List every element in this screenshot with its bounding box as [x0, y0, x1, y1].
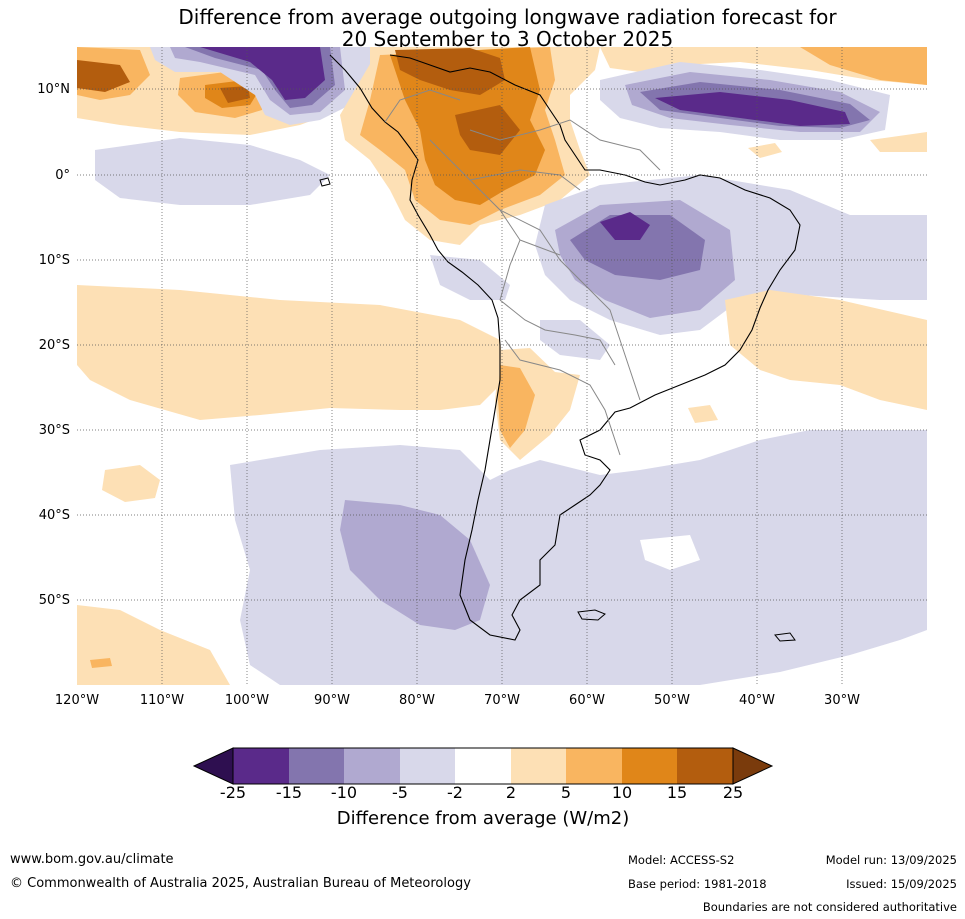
- anomaly-region-argentina-positive-2: [498, 365, 535, 448]
- lon-label-90w: 90°W: [314, 693, 350, 708]
- colorbar-title: Difference from average (W/m2): [336, 808, 630, 829]
- anomaly-region-nw-positive-2-peak: [220, 86, 250, 103]
- model-run-date: Model run: 13/09/2025: [825, 853, 957, 867]
- colorbar-swatch: [233, 748, 289, 784]
- colorbar-over-arrow: [732, 747, 774, 785]
- colorbar-swatch: [344, 748, 400, 784]
- disclaimer-text: Boundaries are not considered authoritat…: [702, 900, 957, 914]
- anomaly-region-atlantic-itcz-negative-4: [655, 92, 850, 126]
- lon-label-60w: 60°W: [569, 693, 605, 708]
- anomaly-region-andes-negative-2: [540, 320, 610, 360]
- anomaly-region-east-pacific-positive-blob: [102, 465, 160, 502]
- colorbar-tick: 25: [722, 783, 744, 802]
- lon-label-80w: 80°W: [399, 693, 435, 708]
- colorbar-tick: 10: [611, 783, 633, 802]
- anomaly-region-patagonia-negative-2: [340, 500, 490, 630]
- anomaly-region-eq-pacific-negative: [95, 138, 330, 205]
- lon-label-40w: 40°W: [739, 693, 775, 708]
- anomaly-region-sw-positive-spot: [90, 658, 112, 668]
- colorbar-swatch: [455, 748, 511, 784]
- lon-label-30w: 30°W: [824, 693, 860, 708]
- anomaly-region-brazil-negative-3: [570, 215, 705, 280]
- model-name: Model: ACCESS-S2: [628, 853, 735, 867]
- colorbar-tick: 2: [505, 783, 517, 802]
- lat-label-20s: 20°S: [38, 338, 70, 353]
- anomaly-region-atlantic-positive-spot-2: [870, 132, 927, 152]
- issued-date: Issued: 15/09/2025: [846, 877, 957, 891]
- anomaly-region-southern-gap: [640, 535, 700, 570]
- map-title-line2: 20 September to 3 October 2025: [341, 27, 674, 51]
- colorbar-swatch: [289, 748, 344, 784]
- anomaly-region-carib-negative-4: [200, 47, 325, 100]
- base-period: Base period: 1981-2018: [628, 877, 767, 891]
- anomaly-region-northern-sa-positive-5: [455, 105, 520, 155]
- colorbar-swatch: [566, 748, 622, 784]
- lat-label-40s: 40°S: [38, 508, 70, 523]
- lon-label-70w: 70°W: [484, 693, 520, 708]
- colorbar-under-arrow: [192, 747, 234, 785]
- colorbar-tick: -10: [330, 783, 358, 802]
- anomaly-region-sw-positive: [77, 605, 230, 685]
- colorbar-swatch: [677, 748, 733, 784]
- south-georgia: [774, 632, 796, 642]
- lat-label-10n: 10°N: [37, 82, 70, 97]
- website-link[interactable]: www.bom.gov.au/climate: [10, 852, 174, 867]
- copyright-text: © Commonwealth of Australia 2025, Austra…: [10, 876, 471, 891]
- colorbar-swatch: [511, 748, 566, 784]
- colorbar-swatch: [622, 748, 677, 784]
- gridlines: [77, 47, 927, 685]
- anomaly-region-southern-ocean-negative: [230, 430, 927, 685]
- anomaly-region-se-pacific-positive: [77, 285, 505, 420]
- colorbar-tick: -2: [447, 783, 463, 802]
- colorbar: [192, 747, 774, 785]
- galapagos-islands: [319, 177, 331, 187]
- anomaly-region-nw-positive-core: [77, 60, 130, 92]
- anomaly-region-ne-positive-2: [800, 47, 927, 85]
- colorbar-tick: 15: [666, 783, 688, 802]
- lat-label-0: 0°: [55, 168, 70, 183]
- falkland-islands: [577, 609, 606, 621]
- lat-label-30s: 30°S: [38, 423, 70, 438]
- lon-label-100w: 100°W: [224, 693, 270, 708]
- colorbar-tick: -25: [219, 783, 247, 802]
- colorbar-tick: 5: [560, 783, 572, 802]
- anomaly-region-brazil-coast-positive: [725, 290, 927, 410]
- lon-label-120w: 120°W: [54, 693, 100, 708]
- lon-label-50w: 50°W: [654, 693, 690, 708]
- colorbar-tick: -15: [275, 783, 303, 802]
- lon-label-110w: 110°W: [139, 693, 185, 708]
- anomaly-region-brazil-negative-4: [600, 212, 650, 240]
- south-america-coastline: [329, 54, 801, 641]
- anomaly-region-atlantic-positive-spot: [748, 143, 782, 158]
- lat-label-10s: 10°S: [38, 253, 70, 268]
- lat-label-50s: 50°S: [38, 593, 70, 608]
- anomaly-region-brazil-coast-positive-2: [688, 405, 718, 423]
- country-borders: [384, 89, 661, 456]
- anomaly-region-andes-negative: [430, 255, 510, 300]
- colorbar-tick: -5: [392, 783, 408, 802]
- map-title-line1: Difference from average outgoing longwav…: [178, 5, 837, 29]
- colorbar-swatch: [400, 748, 455, 784]
